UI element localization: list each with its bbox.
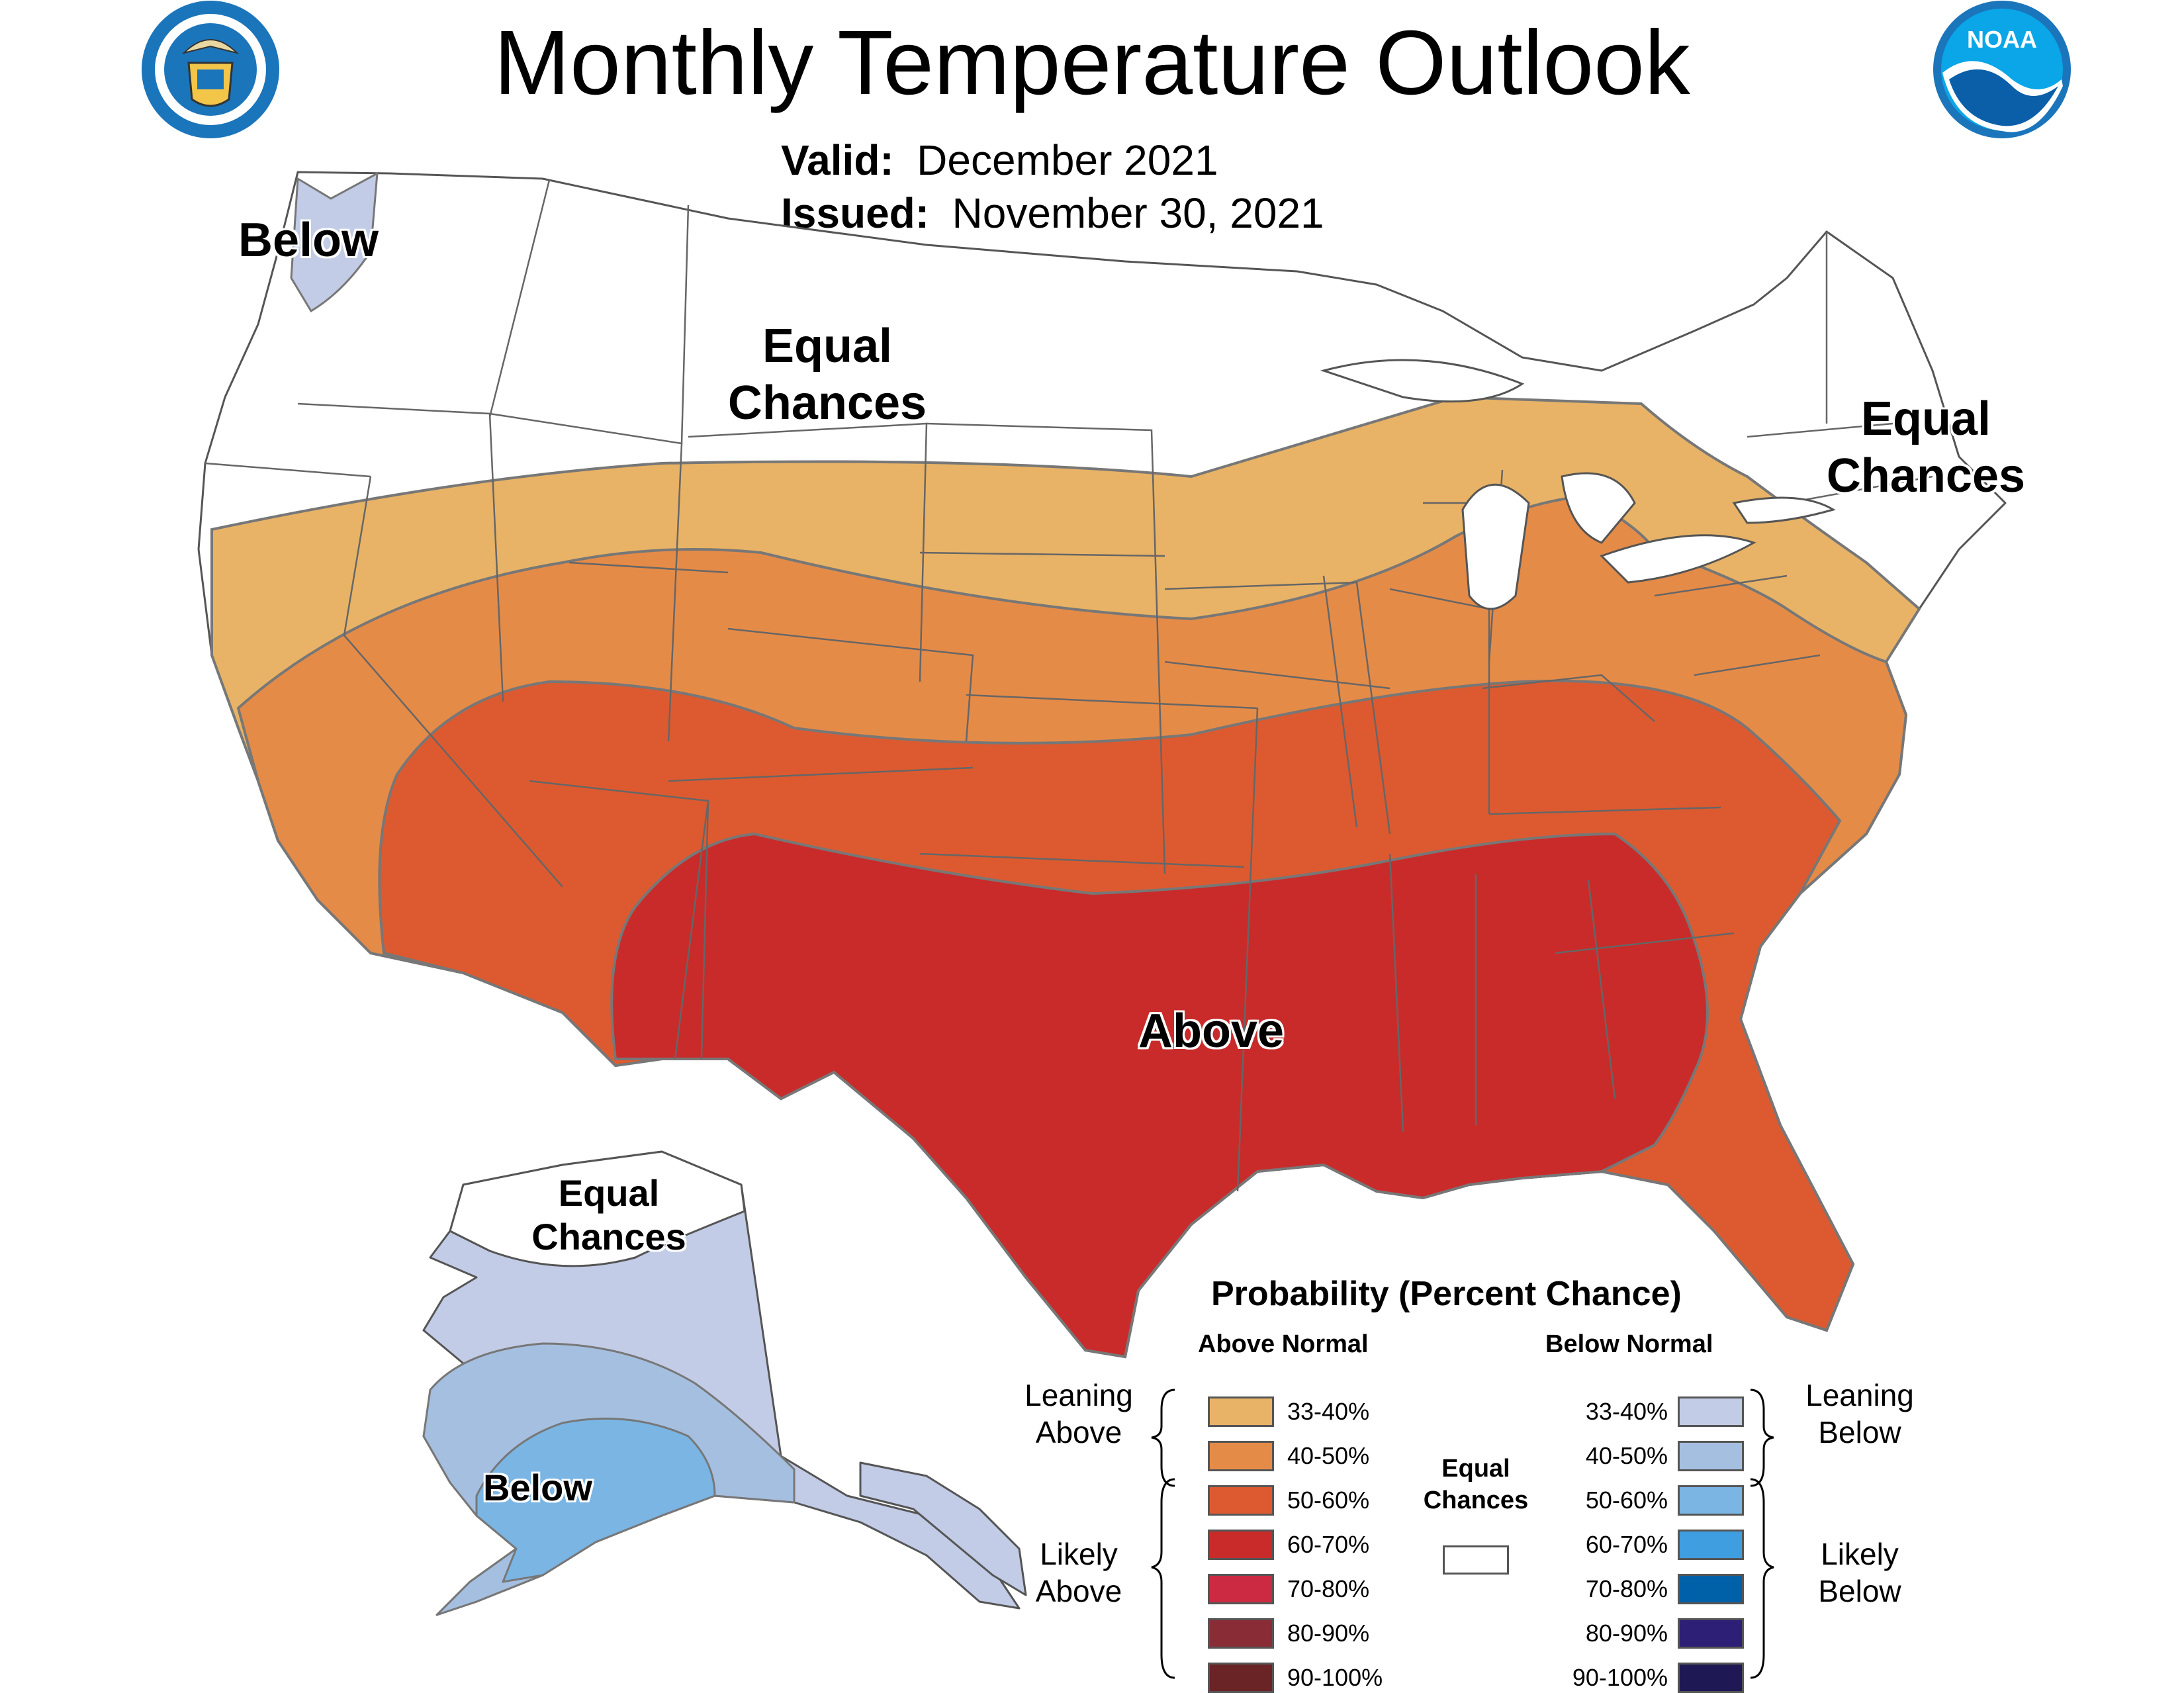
legend-below-normal-heading: Below Normal — [1545, 1330, 1713, 1358]
legend-above-range: 33-40% — [1287, 1398, 1370, 1425]
legend-equal-chances-label: Equal Chances — [1423, 1455, 1529, 1514]
alaska-panhandle — [859, 1461, 1027, 1596]
alaska-equal-chances-region — [449, 1150, 746, 1267]
legend-above-swatch — [1208, 1618, 1274, 1649]
us-department-of-commerce-seal-icon — [142, 1, 279, 138]
legend-above-range: 60-70% — [1287, 1531, 1370, 1558]
legend-brackets — [1151, 1389, 1774, 1679]
legend-below-swatch — [1678, 1530, 1744, 1560]
legend-above-swatch — [1208, 1485, 1274, 1516]
legend-above-range: 90-100% — [1287, 1664, 1383, 1691]
legend-above-range: 80-90% — [1287, 1620, 1370, 1647]
legend-below-swatch — [1678, 1663, 1744, 1693]
valid-row: Valid: December 2021 — [781, 136, 1218, 185]
legend-below-range: 80-90% — [1585, 1620, 1668, 1647]
issued-value: November 30, 2021 — [952, 189, 1324, 237]
legend-below-range: 40-50% — [1585, 1442, 1668, 1469]
legend-leaning-above-label: Leaning Above — [1024, 1378, 1133, 1449]
label-above-south: Above — [1138, 1005, 1285, 1058]
legend-above-range: 40-50% — [1287, 1442, 1370, 1469]
legend-likely-below-label: Likely Below — [1818, 1537, 1901, 1608]
legend-equal-chances-swatch — [1443, 1545, 1509, 1575]
label-equal-chances-alaska: Equal Chances — [531, 1172, 686, 1258]
valid-label: Valid: — [781, 136, 894, 184]
legend-leaning-below-label: Leaning Below — [1805, 1378, 1914, 1449]
legend-below-swatch — [1678, 1574, 1744, 1604]
label-equal-chances-north: Equal Chances — [727, 320, 927, 430]
legend-above-range: 70-80% — [1287, 1575, 1370, 1602]
legend-below-swatch — [1678, 1396, 1744, 1427]
legend-above-swatch — [1208, 1441, 1274, 1471]
legend-likely-above-label: Likely Above — [1035, 1537, 1122, 1608]
below-northwest-region — [290, 171, 379, 313]
legend-below-range: 90-100% — [1572, 1664, 1668, 1691]
legend-below-range: 33-40% — [1585, 1398, 1668, 1425]
label-below-alaska: Below — [483, 1467, 592, 1508]
legend-above-swatch — [1208, 1530, 1274, 1560]
great-lakes — [1320, 359, 1836, 610]
noaa-logo-icon: NOAA — [1933, 1, 2071, 138]
legend-title: Probability (Percent Chance) — [1211, 1275, 1682, 1313]
alaska-map — [422, 1150, 1027, 1616]
legend-below-range: 60-70% — [1585, 1531, 1668, 1558]
legend-below-range: 50-60% — [1585, 1487, 1668, 1514]
legend-below-swatch — [1678, 1485, 1744, 1516]
legend-below-range: 70-80% — [1585, 1575, 1668, 1602]
legend-above-normal-heading: Above Normal — [1198, 1330, 1369, 1358]
legend-above-swatch — [1208, 1574, 1274, 1604]
label-below-northwest: Below — [238, 214, 379, 267]
page-title: Monthly Temperature Outlook — [494, 12, 1690, 114]
likely-above-60-70-region — [610, 832, 1709, 1359]
legend-above-swatch — [1208, 1396, 1274, 1427]
legend-above-range: 50-60% — [1287, 1487, 1370, 1514]
svg-text:NOAA: NOAA — [1967, 26, 2037, 53]
alaska-below-50-60-region — [475, 1417, 716, 1583]
label-equal-chances-northeast: Equal Chances — [1826, 392, 2026, 502]
valid-value: December 2021 — [917, 136, 1218, 184]
legend-above-swatch — [1208, 1663, 1274, 1693]
legend-below-swatch — [1678, 1618, 1744, 1649]
legend-below-swatch — [1678, 1441, 1744, 1471]
